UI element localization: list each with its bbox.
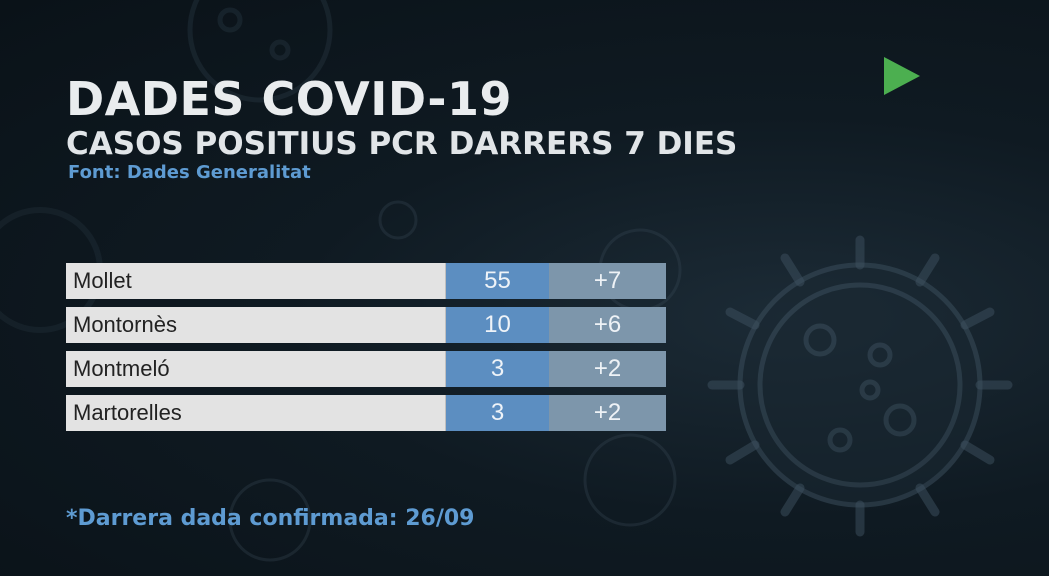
cases-table: Mollet 55 +7 Montornès 10 +6 Montmeló 3 … (66, 263, 666, 439)
municipality-name: Montornès (66, 307, 446, 343)
table-row: Mollet 55 +7 (66, 263, 666, 299)
municipality-name: Martorelles (66, 395, 446, 431)
footnote: *Darrera dada confirmada: 26/09 (66, 506, 475, 531)
play-icon[interactable] (883, 56, 921, 96)
new-cases: +2 (549, 351, 666, 387)
total-cases: 3 (446, 351, 549, 387)
new-cases: +2 (549, 395, 666, 431)
table-row: Montmeló 3 +2 (66, 351, 666, 387)
table-row: Montornès 10 +6 (66, 307, 666, 343)
table-row: Martorelles 3 +2 (66, 395, 666, 431)
page-subtitle: CASOS POSITIUS PCR DARRERS 7 DIES (66, 126, 738, 162)
page-title: DADES COVID-19 (66, 72, 513, 126)
data-source: Font: Dades Generalitat (68, 162, 311, 183)
new-cases: +6 (549, 307, 666, 343)
municipality-name: Mollet (66, 263, 446, 299)
new-cases: +7 (549, 263, 666, 299)
municipality-name: Montmeló (66, 351, 446, 387)
total-cases: 10 (446, 307, 549, 343)
total-cases: 3 (446, 395, 549, 431)
total-cases: 55 (446, 263, 549, 299)
